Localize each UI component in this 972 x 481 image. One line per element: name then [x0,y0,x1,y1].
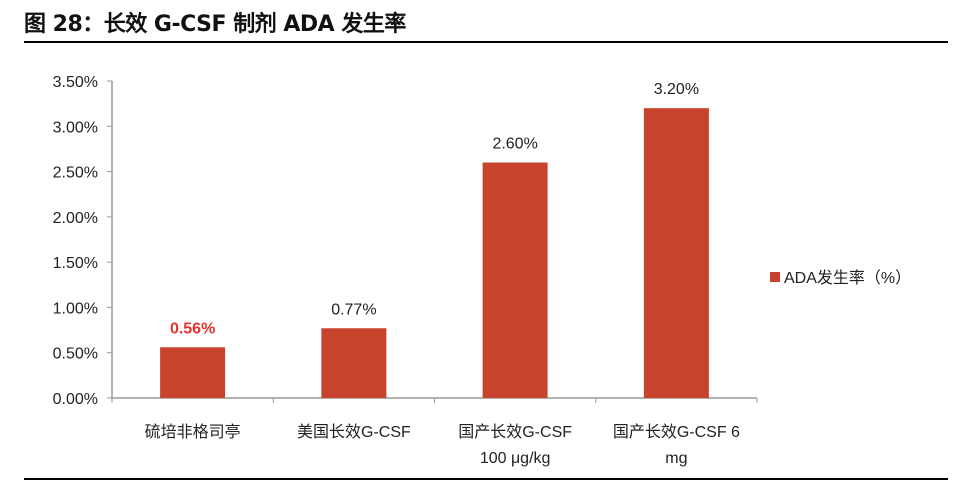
title-rule [24,41,948,43]
data-label: 2.60% [492,136,537,153]
y-tick-label: 1.50% [53,255,98,272]
figure-title: 图 28：长效 G-CSF 制剂 ADA 发生率 [24,12,406,37]
data-label: 3.20% [654,81,699,98]
legend-label: ADA发生率（%） [784,269,911,287]
y-tick-label: 2.00% [53,210,98,227]
bar [321,328,387,398]
x-tick-label: 国产长效G-CSF 6 [613,423,740,441]
data-label: 0.77% [331,301,376,318]
y-tick-label: 0.00% [53,391,98,408]
y-tick-label: 3.50% [53,74,98,91]
y-tick-label: 3.00% [53,119,98,136]
x-tick-label: 美国长效G-CSF [297,423,411,441]
y-tick-label: 1.00% [53,300,98,317]
legend-swatch [770,272,780,282]
x-tick-label: 硫培非格司亭 [145,423,241,441]
x-tick-label: 100 μg/kg [480,450,551,467]
data-label: 0.56% [170,320,215,337]
bar [643,108,709,399]
x-tick-label: mg [665,450,687,467]
y-tick-label: 2.50% [53,165,98,182]
bottom-rule [24,478,948,480]
x-tick-label: 国产长效G-CSF [458,423,572,441]
y-tick-label: 0.50% [53,346,98,363]
bar [160,347,226,398]
bar [482,162,548,398]
